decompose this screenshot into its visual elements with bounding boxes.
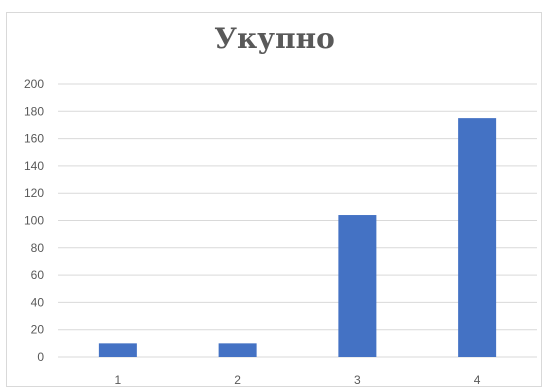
x-tick-label: 2 <box>234 373 241 387</box>
y-tick-label: 200 <box>24 77 44 91</box>
y-tick-label: 20 <box>31 323 45 337</box>
y-tick-label: 60 <box>31 268 45 282</box>
chart-frame <box>6 12 542 387</box>
y-tick-label: 180 <box>24 104 44 118</box>
bar <box>98 343 137 357</box>
bar <box>458 118 497 357</box>
y-tick-label: 120 <box>24 186 44 200</box>
y-tick-label: 0 <box>37 350 44 364</box>
y-tick-label: 100 <box>24 214 44 228</box>
y-tick-label: 40 <box>31 295 45 309</box>
chart-title: Укупно <box>214 22 335 55</box>
y-tick-label: 140 <box>24 159 44 173</box>
x-tick-label: 3 <box>354 373 361 387</box>
bar <box>338 215 377 357</box>
gridlines <box>58 83 537 358</box>
x-tick-label: 4 <box>474 373 481 387</box>
y-tick-label: 80 <box>31 241 45 255</box>
x-tick-label: 1 <box>115 373 122 387</box>
bar <box>218 343 257 357</box>
x-axis-ticks: 1 2 3 4 <box>115 373 481 387</box>
y-tick-label: 160 <box>24 132 44 146</box>
y-axis-ticks: 0 20 40 60 80 100 120 140 160 180 200 <box>24 77 44 364</box>
bars <box>98 118 497 357</box>
